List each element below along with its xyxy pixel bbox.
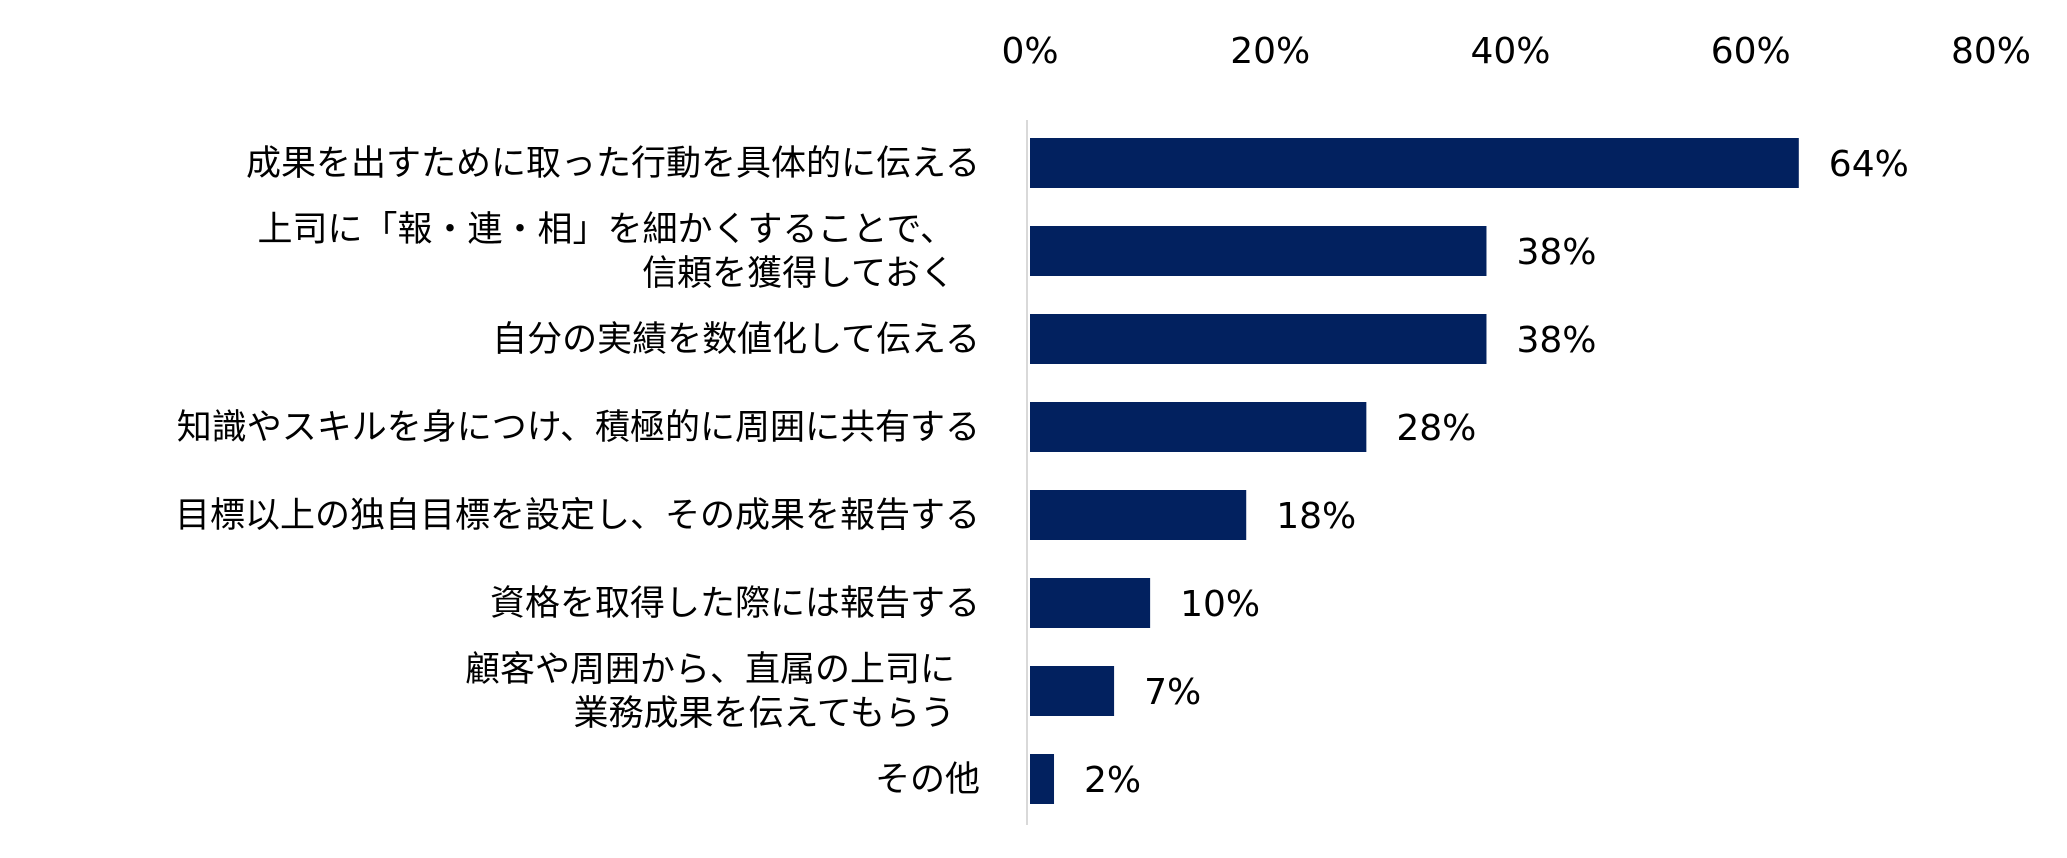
data-label: 7% <box>1144 672 1201 713</box>
category-label: 自分の実績を数値化して伝える <box>492 320 980 360</box>
category-label: 知識やスキルを身につけ、積極的に周囲に共有する <box>177 408 980 448</box>
data-label: 64% <box>1829 144 1909 185</box>
data-label: 10% <box>1180 584 1260 625</box>
data-label: 38% <box>1516 320 1596 361</box>
bar <box>1030 754 1055 804</box>
category-label: 上司に「報・連・相」を細かくすることで、 <box>257 210 955 250</box>
category-label: 信頼を獲得しておく <box>642 254 955 294</box>
bar <box>1030 314 1487 364</box>
bar <box>1030 226 1487 276</box>
data-label: 38% <box>1516 232 1596 273</box>
category-label: 資格を取得した際には報告する <box>490 584 980 624</box>
data-label: 2% <box>1084 760 1141 801</box>
x-tick-label: 40% <box>1470 31 1550 72</box>
category-label: 業務成果を伝えてもらう <box>573 694 955 734</box>
category-label: その他 <box>875 760 980 800</box>
x-tick-label: 20% <box>1230 31 1310 72</box>
category-label: 成果を出すために取った行動を具体的に伝える <box>246 144 980 184</box>
category-label: 顧客や周囲から、直属の上司に <box>465 650 955 690</box>
data-label: 18% <box>1276 496 1356 537</box>
data-label: 28% <box>1396 408 1476 449</box>
x-tick-label: 60% <box>1711 31 1791 72</box>
bar <box>1030 578 1151 628</box>
bar <box>1030 490 1247 540</box>
category-label: 目標以上の独自目標を設定し、その成果を報告する <box>175 496 980 536</box>
bar <box>1030 666 1115 716</box>
bar <box>1030 138 1799 188</box>
x-tick-label: 0% <box>1001 31 1058 72</box>
bar <box>1030 402 1367 452</box>
x-tick-label: 80% <box>1951 31 2031 72</box>
